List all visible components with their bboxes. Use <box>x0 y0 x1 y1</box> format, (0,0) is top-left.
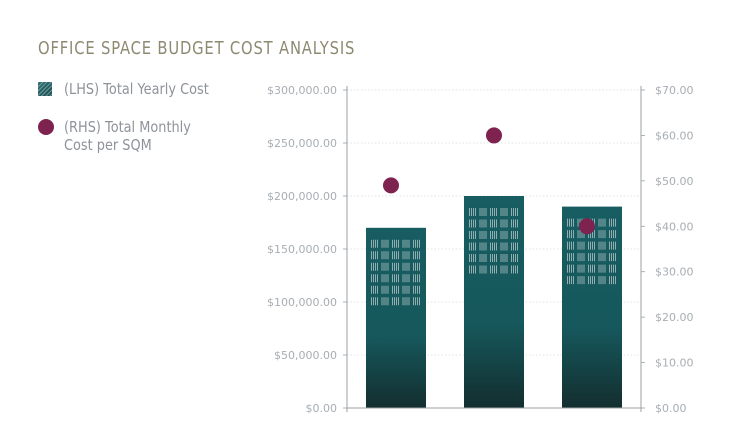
left-tick-label: $200,000.00 <box>267 190 337 203</box>
right-tick-label: $60.00 <box>655 129 694 142</box>
legend-item-dot: (RHS) Total Monthly Cost per SQM <box>38 118 232 154</box>
left-tick-label: $0.00 <box>306 402 338 415</box>
bar-swatch-icon <box>38 82 52 96</box>
right-tick-label: $70.00 <box>655 84 694 97</box>
right-tick-label: $30.00 <box>655 266 694 279</box>
yearly-cost-bar <box>464 196 524 408</box>
right-tick-label: $50.00 <box>655 175 694 188</box>
left-tick-label: $50,000.00 <box>274 349 337 362</box>
legend-label-bar: (LHS) Total Yearly Cost <box>64 80 209 98</box>
left-tick-label: $100,000.00 <box>267 296 337 309</box>
left-tick-label: $250,000.00 <box>267 137 337 150</box>
chart-title: OFFICE SPACE BUDGET COST ANALYSIS <box>38 38 356 59</box>
legend-label-dot-line1: (RHS) Total Monthly <box>64 118 191 136</box>
yearly-cost-bar <box>366 227 426 408</box>
monthly-cost-point <box>486 127 502 144</box>
dot-swatch-icon <box>38 119 54 135</box>
right-tick-label: $0.00 <box>655 402 687 415</box>
yearly-cost-bar <box>562 206 622 408</box>
monthly-cost-points <box>383 127 595 235</box>
bars <box>366 196 622 408</box>
legend-label-dot-line2: Cost per SQM <box>64 136 152 154</box>
legend: (LHS) Total Yearly Cost (RHS) Total Mont… <box>38 80 232 174</box>
monthly-cost-point <box>579 218 595 235</box>
legend-item-bar: (LHS) Total Yearly Cost <box>38 80 232 98</box>
monthly-cost-point <box>383 177 399 194</box>
bar-window-patterns <box>371 208 616 306</box>
legend-label-dot: (RHS) Total Monthly Cost per SQM <box>64 118 191 154</box>
right-tick-label: $20.00 <box>655 311 694 324</box>
left-tick-label: $300,000.00 <box>267 84 337 97</box>
right-tick-label: $40.00 <box>655 220 694 233</box>
axes <box>343 86 645 412</box>
tick-labels: $0.00 $50,000.00 $100,000.00 $150,000.00 $20… <box>267 84 693 415</box>
left-tick-label: $150,000.00 <box>267 243 337 256</box>
right-tick-label: $10.00 <box>655 357 694 370</box>
